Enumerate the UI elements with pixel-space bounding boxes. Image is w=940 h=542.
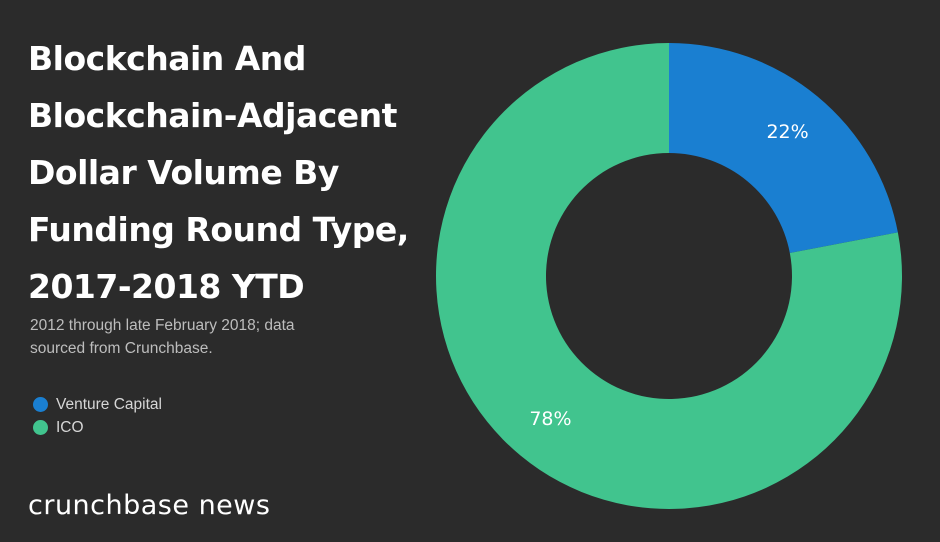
chart-title-line: Blockchain And [28, 39, 306, 78]
legend-swatch-venture-capital [33, 397, 48, 412]
chart-subtitle: 2012 through late February 2018; data so… [30, 314, 370, 360]
chart-title-line: Blockchain-Adjacent [28, 96, 397, 135]
legend-label-ico: ICO [56, 418, 84, 436]
chart-title: Blockchain And Blockchain-Adjacent Dolla… [28, 30, 438, 315]
chart-title-line: Dollar Volume By [28, 153, 339, 192]
donut-slice-ico [436, 43, 902, 510]
chart-title-line: 2017-2018 YTD [28, 267, 305, 306]
legend-swatch-ico [33, 420, 48, 435]
brand-logo-text: crunchbase news [28, 490, 271, 521]
legend-item-venture-capital: Venture Capital [33, 393, 162, 416]
chart-legend: Venture Capital ICO [33, 393, 162, 439]
legend-label-venture-capital: Venture Capital [56, 395, 162, 413]
legend-item-ico: ICO [33, 416, 162, 439]
donut-label-ico: 78% [529, 408, 571, 430]
chart-title-line: Funding Round Type, [28, 210, 409, 249]
chart-subtitle-line: sourced from Crunchbase. [30, 340, 213, 357]
donut-label-venture-capital: 22% [766, 121, 808, 143]
donut-chart: 22% 78% [436, 43, 902, 510]
chart-subtitle-line: 2012 through late February 2018; data [30, 317, 295, 334]
donut-slice-venture-capital [669, 43, 898, 253]
